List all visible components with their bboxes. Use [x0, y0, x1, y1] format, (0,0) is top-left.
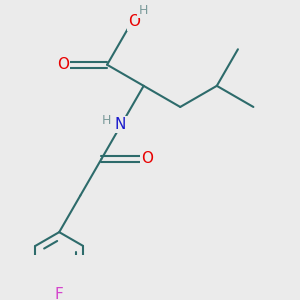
Text: O: O: [128, 14, 140, 29]
Text: F: F: [55, 287, 64, 300]
Text: O: O: [57, 57, 69, 72]
Text: O: O: [141, 152, 153, 166]
Text: H: H: [138, 4, 148, 17]
Text: N: N: [115, 117, 126, 132]
Text: H: H: [102, 114, 111, 127]
